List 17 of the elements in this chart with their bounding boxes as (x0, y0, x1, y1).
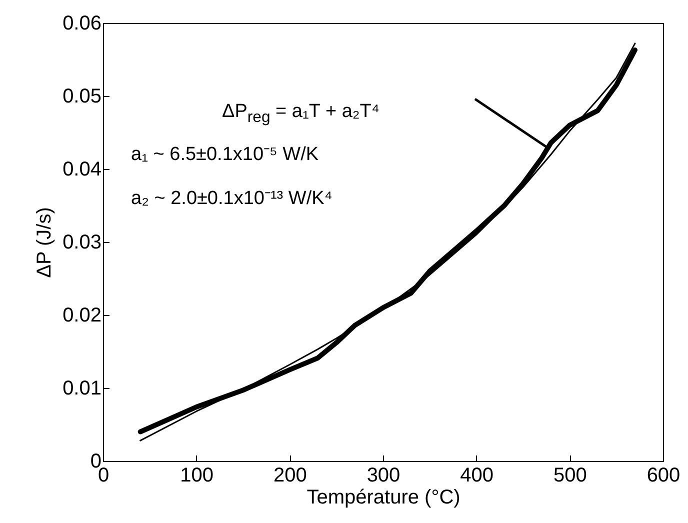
x-tick-label: 400 (460, 464, 494, 486)
y-tick-label: 0.01 (62, 378, 102, 400)
y-tick-label: 0.02 (62, 304, 102, 326)
x-axis-title: Température (°C) (306, 486, 460, 508)
annotation: a₁ ~ 6.5±0.1x10⁻⁵ W/K (131, 144, 319, 165)
y-tick-label: 0.05 (62, 86, 102, 108)
x-tick-label: 500 (553, 464, 587, 486)
x-tick-label: 600 (646, 464, 680, 486)
y-tick-label: 0.04 (62, 158, 102, 180)
y-tick-label: 0.03 (62, 232, 102, 254)
y-tick-label: 0.06 (62, 12, 102, 34)
x-tick-label: 100 (180, 464, 214, 486)
x-tick-label: 200 (273, 464, 307, 486)
y-axis-title: ΔP (J/s) (34, 207, 56, 278)
annotation: a₂ ~ 2.0±0.1x10⁻¹³ W/K⁴ (131, 188, 332, 209)
x-tick-label: 300 (366, 464, 400, 486)
annotation: ΔP$_{reg}$ = a₁T + a₂T⁴ (222, 101, 380, 126)
